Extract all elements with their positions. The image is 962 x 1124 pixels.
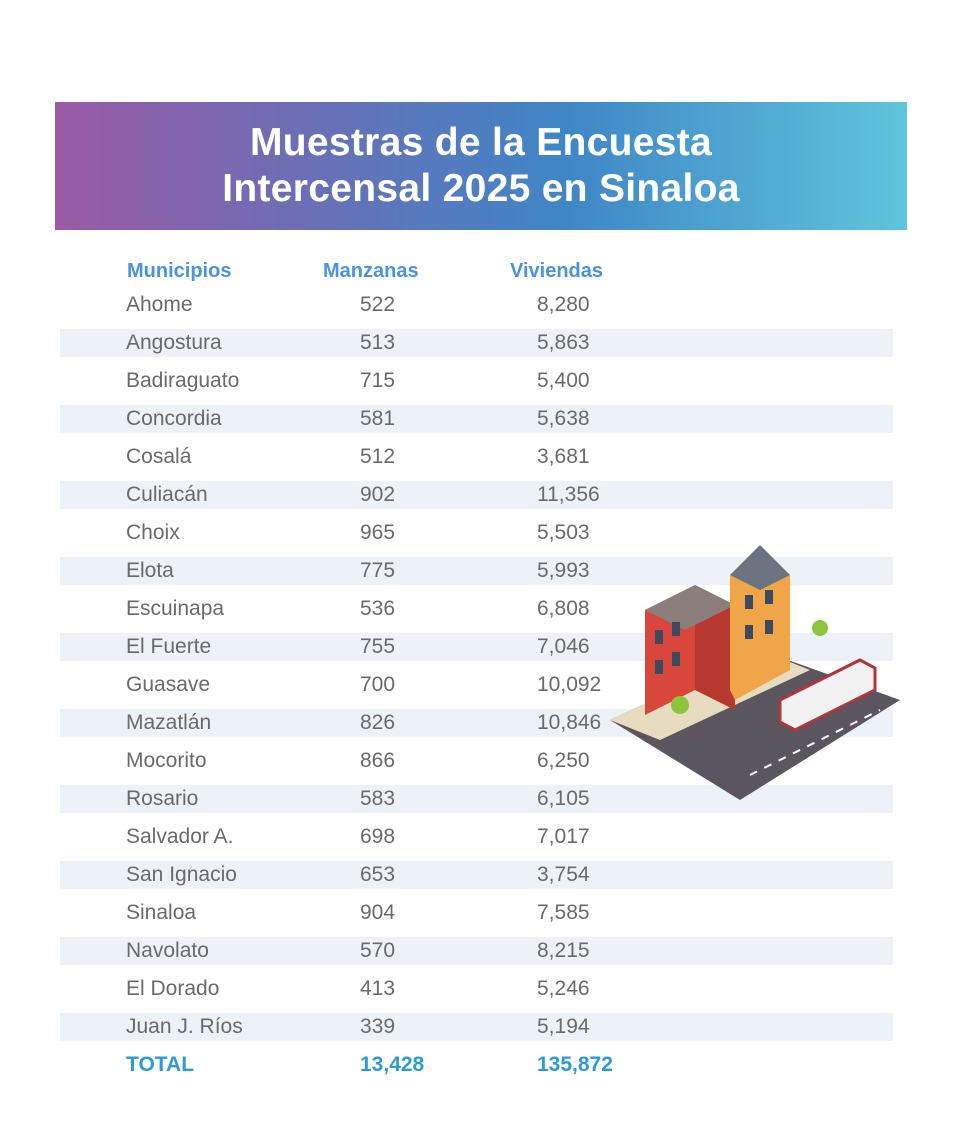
cell-manzanas: 755 <box>360 635 396 658</box>
cell-municipio: Culiacán <box>126 483 208 506</box>
cell-manzanas: 536 <box>360 597 396 620</box>
cell-municipio: Mocorito <box>126 749 207 772</box>
tree <box>671 696 689 714</box>
cell-viviendas: 3,754 <box>537 863 590 886</box>
cell-manzanas: 866 <box>360 749 396 772</box>
cell-municipio: Navolato <box>126 939 209 962</box>
cell-manzanas: 698 <box>360 825 396 848</box>
cell-viviendas: 10,092 <box>537 673 602 696</box>
cell-manzanas: 570 <box>360 939 396 962</box>
cell-viviendas: 7,017 <box>537 825 590 848</box>
table-row: Ahome 522 8,280 <box>60 291 893 319</box>
cell-manzanas: 522 <box>360 293 396 316</box>
title-line-2: Intercensal 2025 en Sinaloa <box>222 167 740 210</box>
cell-municipio: Salvador A. <box>126 825 234 848</box>
cell-viviendas: 11,356 <box>537 483 600 506</box>
cell-municipio: Cosalá <box>126 445 192 468</box>
table-row: Cosalá 512 3,681 <box>60 443 893 471</box>
cell-municipio: El Fuerte <box>126 635 212 658</box>
cell-municipio: TOTAL <box>126 1053 195 1076</box>
cell-viviendas: 3,681 <box>537 445 590 468</box>
cell-viviendas: 6,250 <box>537 749 590 772</box>
table-row: Salvador A. 698 7,017 <box>60 823 893 851</box>
table-row: Culiacán 902 11,356 <box>60 481 893 509</box>
cell-municipio: Angostura <box>126 331 222 354</box>
cell-municipio: Ahome <box>126 293 193 316</box>
cell-manzanas: 653 <box>360 863 396 886</box>
page-title: Muestras de la Encuesta Intercensal 2025… <box>222 120 740 212</box>
cell-viviendas: 8,280 <box>537 293 590 316</box>
cell-municipio: Mazatlán <box>126 711 212 734</box>
total-row: TOTAL 13,428 135,872 <box>60 1051 893 1079</box>
table-row: Sinaloa 904 7,585 <box>60 899 893 927</box>
table-row: Angostura 513 5,863 <box>60 329 893 357</box>
cell-manzanas: 413 <box>360 977 396 1000</box>
cell-manzanas: 513 <box>360 331 396 354</box>
table-row: Badiraguato 715 5,400 <box>60 367 893 395</box>
table-row: Juan J. Ríos 339 5,194 <box>60 1013 893 1041</box>
cell-municipio: San Ignacio <box>126 863 237 886</box>
cell-viviendas: 7,046 <box>537 635 590 658</box>
cell-viviendas: 10,846 <box>537 711 602 734</box>
cell-viviendas: 135,872 <box>537 1053 613 1076</box>
table-row: Navolato 570 8,215 <box>60 937 893 965</box>
cell-municipio: Concordia <box>126 407 222 430</box>
cell-manzanas: 339 <box>360 1015 396 1038</box>
cell-viviendas: 5,194 <box>537 1015 590 1038</box>
bus <box>778 658 877 732</box>
cell-municipio: Juan J. Ríos <box>126 1015 243 1038</box>
cell-viviendas: 5,400 <box>537 369 590 392</box>
column-header-viviendas: Viviendas <box>510 260 604 282</box>
cell-viviendas: 5,503 <box>537 521 590 544</box>
title-line-1: Muestras de la Encuesta <box>249 121 713 164</box>
table-row: Escuinapa 536 6,808 <box>60 595 893 623</box>
cell-manzanas: 700 <box>360 673 396 696</box>
column-header-manzanas: Manzanas <box>323 260 419 282</box>
cell-viviendas: 5,246 <box>537 977 590 1000</box>
table-row: Guasave 700 10,092 <box>60 671 893 699</box>
cell-municipio: Rosario <box>126 787 199 810</box>
cell-viviendas: 6,808 <box>537 597 590 620</box>
table-row: Mocorito 866 6,250 <box>60 747 893 775</box>
cell-manzanas: 512 <box>360 445 396 468</box>
cell-viviendas: 8,215 <box>537 939 590 962</box>
cell-municipio: El Dorado <box>126 977 220 1000</box>
cell-municipio: Sinaloa <box>126 901 197 924</box>
cell-manzanas: 826 <box>360 711 396 734</box>
cell-viviendas: 5,638 <box>537 407 590 430</box>
cell-municipio: Guasave <box>126 673 211 696</box>
cell-municipio: Badiraguato <box>126 369 240 392</box>
cell-viviendas: 6,105 <box>537 787 590 810</box>
cell-municipio: Elota <box>126 559 174 582</box>
column-header-municipios: Municipios <box>127 260 232 282</box>
cell-manzanas: 775 <box>360 559 396 582</box>
table-row: San Ignacio 653 3,754 <box>60 861 893 889</box>
cell-viviendas: 5,863 <box>537 331 590 354</box>
title-banner: Muestras de la Encuesta Intercensal 2025… <box>55 102 907 230</box>
cell-manzanas: 715 <box>360 369 396 392</box>
cell-viviendas: 5,993 <box>537 559 590 582</box>
cell-municipio: Escuinapa <box>126 597 225 620</box>
cell-manzanas: 581 <box>360 407 396 430</box>
table-row: Concordia 581 5,638 <box>60 405 893 433</box>
cell-manzanas: 583 <box>360 787 396 810</box>
cell-manzanas: 965 <box>360 521 396 544</box>
cell-manzanas: 13,428 <box>360 1053 425 1076</box>
table-row: Choix 965 5,503 <box>60 519 893 547</box>
cell-viviendas: 7,585 <box>537 901 590 924</box>
city-street-illustration <box>610 545 900 800</box>
cell-municipio: Choix <box>126 521 180 544</box>
cell-manzanas: 902 <box>360 483 396 506</box>
table-row: El Dorado 413 5,246 <box>60 975 893 1003</box>
cell-manzanas: 904 <box>360 901 396 924</box>
